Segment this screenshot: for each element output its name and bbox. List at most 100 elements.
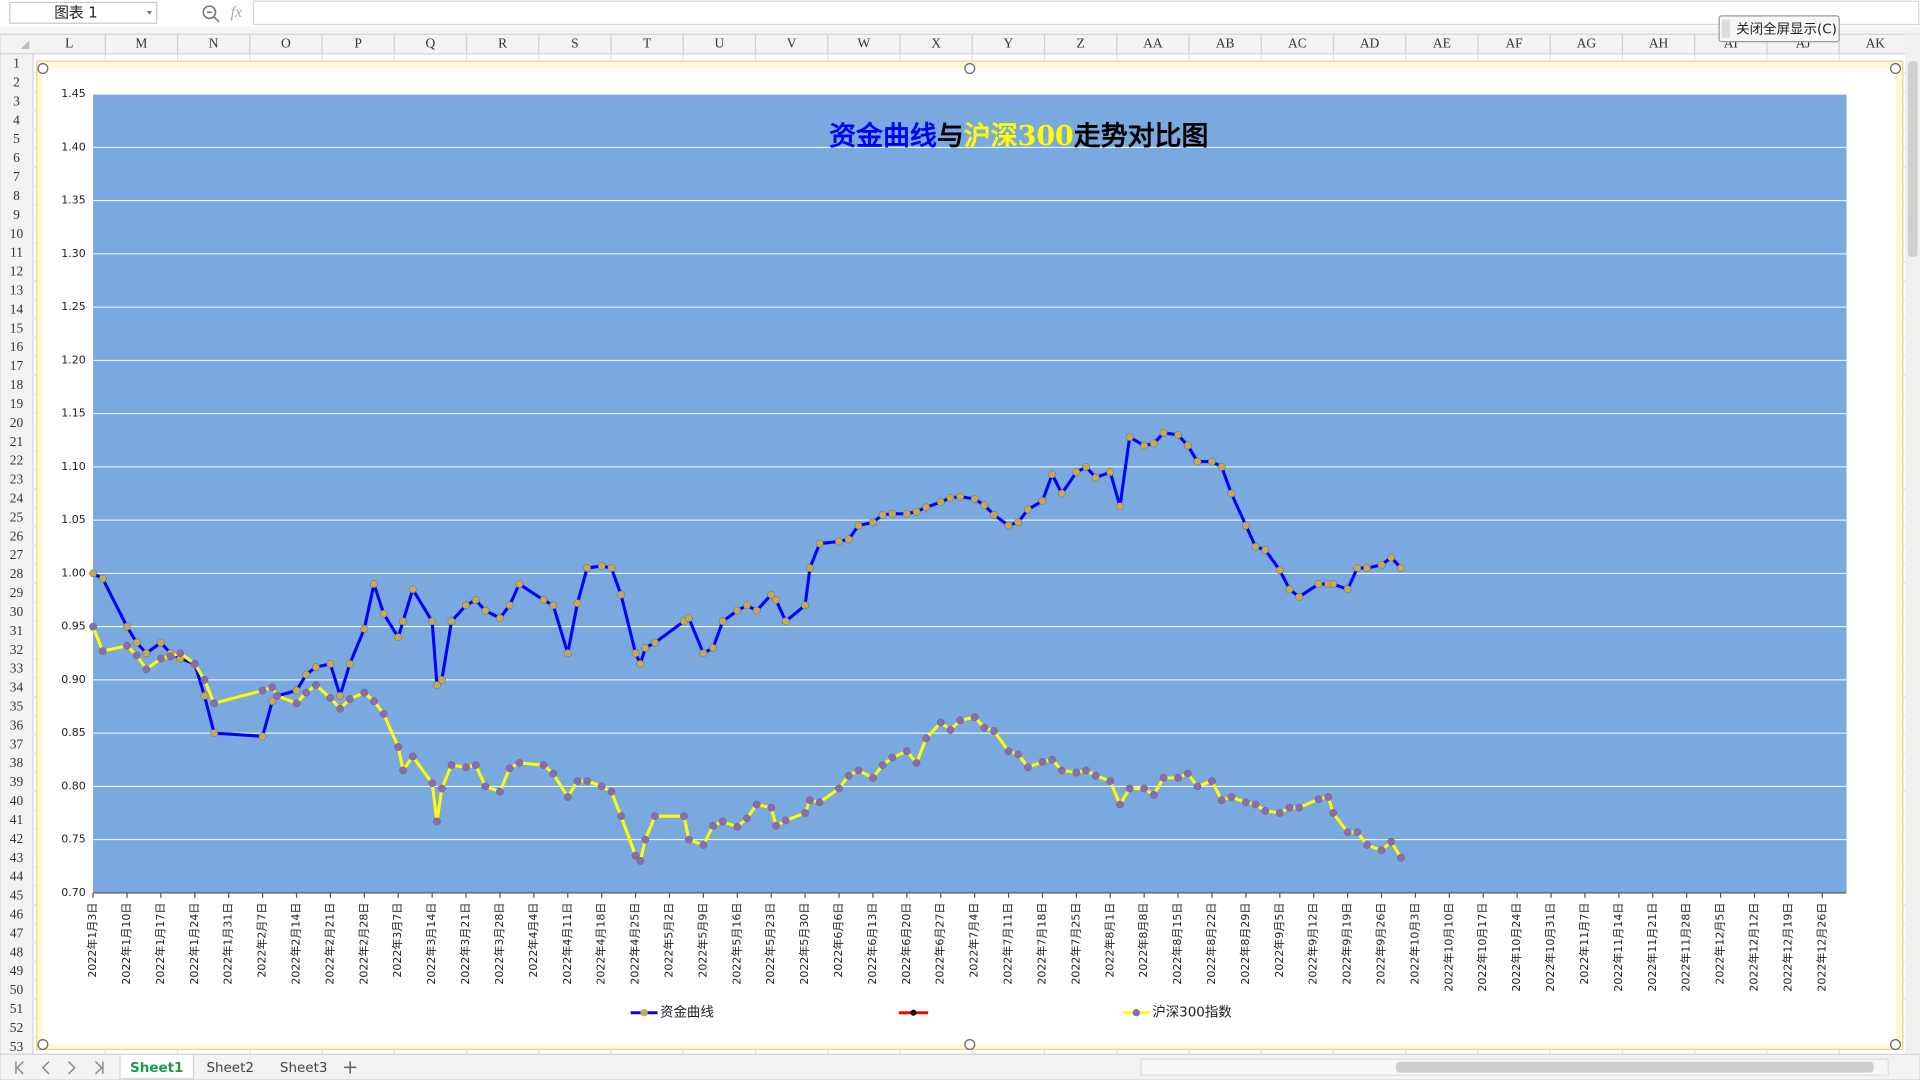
data-point [835, 537, 843, 546]
column-header: Y [1004, 36, 1014, 51]
vertical-scrollbar[interactable] [1905, 34, 1920, 1055]
x-tick-label: 2022年8月29日 [1238, 903, 1252, 985]
data-point [370, 580, 378, 588]
y-tick-label: 1.35 [61, 194, 86, 207]
close-fullscreen-button[interactable] [1718, 15, 1840, 43]
row-header: 32 [10, 642, 23, 657]
data-point [1125, 433, 1134, 441]
row-header: 5 [13, 131, 20, 146]
data-point [922, 734, 931, 743]
x-tick-label: 2022年5月9日 [695, 903, 709, 978]
data-point [573, 599, 582, 608]
data-point [210, 699, 219, 708]
data-point [302, 670, 311, 679]
row-header: 33 [10, 661, 24, 676]
row-header: 7 [13, 169, 20, 184]
data-point [946, 493, 955, 502]
button-grip [1721, 19, 1731, 38]
y-tick-label: 0.75 [61, 833, 86, 846]
data-point [505, 601, 514, 610]
x-tick-label: 2022年1月3日 [85, 903, 99, 978]
data-point [132, 651, 141, 660]
data-point [1261, 546, 1270, 554]
data-point [1024, 763, 1032, 772]
x-tick-label: 2022年7月25日 [1068, 903, 1082, 985]
data-point [190, 659, 199, 668]
data-point [980, 501, 989, 510]
row-header-bar [0, 53, 34, 1055]
name-box[interactable] [9, 1, 158, 24]
column-header: AK [1866, 36, 1886, 51]
data-point [1072, 468, 1081, 477]
column-header: Q [426, 36, 436, 51]
sheet-nav-buttons[interactable] [15, 1061, 104, 1075]
column-header-bar [0, 33, 1920, 55]
column-header: R [498, 36, 507, 51]
data-point [462, 763, 470, 772]
vertical-scroll-thumb[interactable] [1907, 61, 1918, 257]
x-tick-label: 2022年2月21日 [322, 903, 336, 985]
row-header: 10 [10, 226, 24, 241]
data-point [815, 539, 824, 548]
x-tick-label: 2022年5月23日 [763, 903, 777, 985]
legend-marker [1132, 1009, 1140, 1017]
x-tick-label: 2022年4月18日 [594, 903, 608, 985]
data-point [258, 686, 267, 695]
x-tick-label: 2022年5月2日 [661, 903, 675, 978]
horizontal-scroll-thumb[interactable] [1395, 1061, 1874, 1073]
x-tick-label: 2022年2月7日 [255, 903, 269, 978]
zoom-icon[interactable] [202, 5, 220, 23]
y-tick-label: 1.20 [61, 353, 86, 366]
column-header: L [65, 36, 73, 51]
active-sheet-tab [119, 1053, 195, 1080]
data-point [1116, 800, 1124, 809]
data-point [563, 649, 572, 658]
column-header: Z [1077, 36, 1085, 51]
sheet-tab[interactable]: Sheet2 [206, 1061, 253, 1076]
data-point [772, 821, 780, 830]
data-point [336, 691, 345, 700]
row-header: 17 [10, 358, 24, 373]
column-header: AC [1288, 36, 1307, 51]
data-point [902, 509, 911, 518]
data-point [1217, 796, 1226, 805]
data-point [268, 683, 277, 692]
data-point [1048, 470, 1057, 479]
x-tick-label: 2022年8月15日 [1170, 903, 1184, 985]
data-point [956, 492, 965, 501]
add-sheet-button[interactable]: + [342, 1055, 358, 1078]
x-tick-label: 2022年10月24日 [1509, 903, 1523, 992]
data-point [399, 766, 407, 775]
data-point [360, 624, 369, 633]
data-point [200, 691, 209, 700]
formula-input[interactable] [252, 0, 1920, 26]
data-point [801, 601, 810, 610]
data-point [651, 812, 659, 821]
sheet-tab[interactable]: Sheet3 [280, 1061, 327, 1076]
x-tick-label: 2022年7月11日 [1001, 903, 1015, 985]
row-header: 11 [10, 245, 23, 260]
sheet-tab[interactable]: Sheet1 [130, 1061, 183, 1076]
data-point [902, 747, 911, 756]
x-tick-label: 2022年1月24日 [187, 903, 201, 985]
data-point [1004, 747, 1013, 756]
data-point [156, 654, 165, 663]
x-tick-label: 2022年12月5日 [1713, 903, 1727, 985]
row-header: 4 [13, 112, 20, 127]
selection-handles[interactable] [37, 62, 1902, 1051]
data-point [772, 596, 780, 604]
row-header: 1 [13, 56, 20, 71]
x-tick-label: 2022年8月8日 [1136, 903, 1150, 978]
data-point [1241, 521, 1250, 530]
title-run: 沪深300 [964, 121, 1074, 152]
data-point [631, 649, 640, 658]
row-header: 50 [10, 982, 24, 997]
close-fullscreen-label: 关闭全屏显示(C) [1736, 20, 1837, 37]
row-header: 26 [10, 528, 24, 543]
data-point [573, 777, 582, 785]
data-point [433, 817, 441, 826]
data-point [743, 601, 751, 610]
dropdown-arrow[interactable] [146, 11, 152, 15]
sheet-tabs: Sheet1 Sheet2 Sheet3 [119, 1053, 327, 1080]
data-point [1343, 828, 1352, 837]
